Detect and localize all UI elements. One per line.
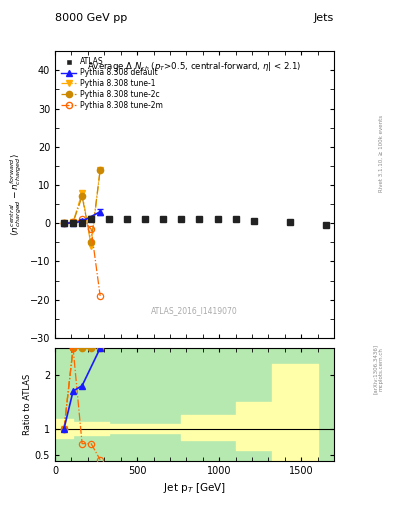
Pythia 8.308 tune-2m (62, 220, 66, 226)
Pythia 8.308 tune-1 (62, 220, 66, 226)
Text: 8000 GeV pp: 8000 GeV pp (55, 13, 127, 23)
Line: Pythia 8.308 tune-2m: Pythia 8.308 tune-2m (61, 216, 103, 299)
Y-axis label: $\langle n^{central}_{charged} - n^{forward}_{charged} \rangle$: $\langle n^{central}_{charged} - n^{forw… (9, 153, 24, 236)
Pythia 8.308 tune-2c (89, 239, 94, 245)
Pythia 8.308 tune-1 (98, 166, 103, 173)
Text: Average $\Delta$ $N_{ch}$ ($p_T$>0.5, central-forward, $\eta$| < 2.1): Average $\Delta$ $N_{ch}$ ($p_T$>0.5, ce… (87, 60, 302, 73)
Pythia 8.308 tune-2c (98, 166, 103, 173)
Text: Rivet 3.1.10, ≥ 100k events: Rivet 3.1.10, ≥ 100k events (379, 115, 384, 192)
Y-axis label: Ratio to ATLAS: Ratio to ATLAS (23, 374, 32, 435)
Pythia 8.308 tune-2m (71, 220, 75, 226)
Text: Jets: Jets (314, 13, 334, 23)
Pythia 8.308 tune-2c (62, 220, 66, 226)
Line: Pythia 8.308 tune-2c: Pythia 8.308 tune-2c (61, 166, 103, 245)
Pythia 8.308 tune-1 (89, 243, 94, 249)
Text: [arXiv:1306.3436]: [arXiv:1306.3436] (373, 344, 378, 394)
Pythia 8.308 tune-2m (89, 226, 94, 232)
Pythia 8.308 tune-2c (71, 220, 75, 226)
Pythia 8.308 tune-2c (80, 194, 84, 200)
Pythia 8.308 tune-2m (80, 217, 84, 223)
Pythia 8.308 tune-2m (98, 293, 103, 299)
Pythia 8.308 tune-1 (80, 189, 84, 196)
Line: Pythia 8.308 tune-1: Pythia 8.308 tune-1 (61, 166, 103, 249)
Text: mcplots.cern.ch: mcplots.cern.ch (379, 347, 384, 391)
Text: ATLAS_2016_I1419070: ATLAS_2016_I1419070 (151, 306, 238, 315)
Pythia 8.308 tune-1 (71, 219, 75, 225)
X-axis label: Jet p$_T$ [GeV]: Jet p$_T$ [GeV] (163, 481, 226, 495)
Legend: ATLAS, Pythia 8.308 default, Pythia 8.308 tune-1, Pythia 8.308 tune-2c, Pythia 8: ATLAS, Pythia 8.308 default, Pythia 8.30… (59, 55, 165, 112)
